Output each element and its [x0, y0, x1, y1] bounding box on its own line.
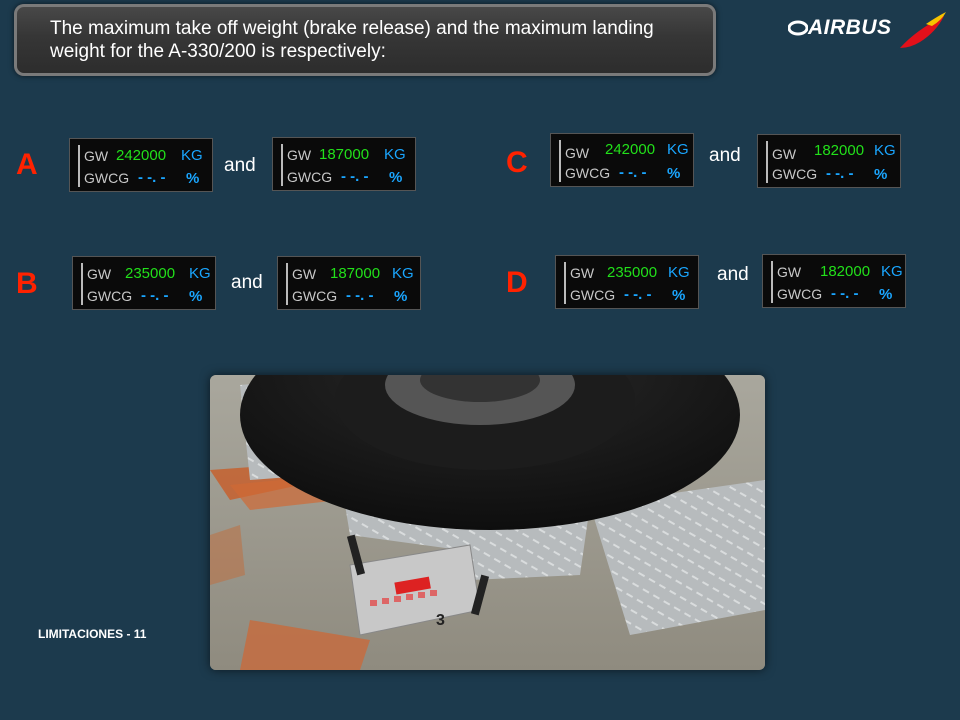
weight-unit: KG [667, 141, 689, 158]
gwcg-label: GWCG [777, 286, 823, 302]
percent-sign: % [672, 287, 686, 304]
weight-value: 242000 [116, 147, 167, 164]
iberia-flag-icon [900, 12, 946, 48]
panel-separator [281, 144, 283, 186]
weight-unit: KG [881, 263, 903, 280]
gwcg-label: GWCG [292, 288, 338, 304]
weight-unit: KG [668, 264, 690, 281]
gwcg-dashes: - -. - [141, 287, 169, 304]
airbus-logo: AIRBUS [788, 10, 948, 54]
percent-sign: % [667, 165, 681, 182]
photo-illustration-icon: 3 [210, 375, 765, 670]
weight-value: 235000 [607, 264, 658, 281]
weight-unit: KG [181, 147, 203, 164]
option-d-takeoff-panel: GW GWCG 235000 KG - -. - % [555, 255, 699, 309]
option-b-landing-panel: GW GWCG 187000 KG - -. - % [277, 256, 421, 310]
option-letter-d[interactable]: D [506, 266, 528, 299]
gw-label: GW [777, 264, 802, 280]
gw-label: GW [570, 265, 595, 281]
gwcg-dashes: - -. - [346, 287, 374, 304]
gwcg-label: GWCG [772, 166, 818, 182]
gwcg-label: GWCG [570, 287, 616, 303]
gwcg-dashes: - -. - [831, 285, 859, 302]
percent-sign: % [389, 169, 403, 186]
weight-value: 182000 [820, 263, 871, 280]
gwcg-label: GWCG [565, 165, 611, 181]
gw-label: GW [772, 146, 797, 162]
question-text: The maximum take off weight (brake relea… [50, 18, 654, 62]
gwcg-label: GWCG [87, 288, 133, 304]
percent-sign: % [189, 288, 203, 305]
slide-footer: LIMITACIONES - 11 [38, 627, 147, 641]
panel-separator [771, 261, 773, 303]
question-banner: The maximum take off weight (brake relea… [14, 4, 716, 76]
percent-sign: % [874, 166, 888, 183]
panel-separator [286, 263, 288, 305]
option-a-landing-panel: GW GWCG 187000 KG - -. - % [272, 137, 416, 191]
weight-value: 182000 [814, 142, 865, 159]
option-c-takeoff-panel: GW GWCG 242000 KG - -. - % [550, 133, 694, 187]
percent-sign: % [879, 286, 893, 303]
gwcg-dashes: - -. - [624, 286, 652, 303]
gwcg-dashes: - -. - [341, 168, 369, 185]
gwcg-dashes: - -. - [826, 165, 854, 182]
panel-separator [766, 141, 768, 183]
gwcg-label: GWCG [287, 169, 333, 185]
weight-unit: KG [874, 142, 896, 159]
gw-label: GW [287, 147, 312, 163]
weight-unit: KG [384, 146, 406, 163]
gwcg-label: GWCG [84, 170, 130, 186]
gw-label: GW [87, 266, 112, 282]
airbus-swoosh-icon [788, 20, 808, 36]
and-text: and [231, 272, 263, 293]
panel-separator [78, 145, 80, 187]
weight-value: 187000 [330, 265, 381, 282]
percent-sign: % [394, 288, 408, 305]
gw-label: GW [84, 148, 109, 164]
option-c-landing-panel: GW GWCG 182000 KG - -. - % [757, 134, 901, 188]
gwcg-dashes: - -. - [138, 169, 166, 186]
panel-separator [559, 140, 561, 182]
weight-value: 242000 [605, 141, 656, 158]
and-text: and [717, 264, 749, 285]
option-letter-a[interactable]: A [16, 148, 38, 181]
weight-unit: KG [392, 265, 414, 282]
option-a-takeoff-panel: GW GWCG 242000 KG - -. - % [69, 138, 213, 192]
panel-separator [564, 262, 566, 304]
option-d-landing-panel: GW GWCG 182000 KG - -. - % [762, 254, 906, 308]
brand-name: AIRBUS [808, 16, 892, 39]
panel-separator [81, 263, 83, 305]
weight-value: 235000 [125, 265, 176, 282]
option-letter-c[interactable]: C [506, 146, 528, 179]
gw-label: GW [292, 266, 317, 282]
option-b-takeoff-panel: GW GWCG 235000 KG - -. - % [72, 256, 216, 310]
gw-label: GW [565, 145, 590, 161]
percent-sign: % [186, 170, 200, 187]
svg-text:3: 3 [436, 612, 445, 629]
weight-value: 187000 [319, 146, 370, 163]
option-letter-b[interactable]: B [16, 267, 38, 300]
gwcg-dashes: - -. - [619, 164, 647, 181]
and-text: and [224, 155, 256, 176]
weight-unit: KG [189, 265, 211, 282]
and-text: and [709, 145, 741, 166]
aircraft-wheel-on-scale-photo: 3 [210, 375, 765, 670]
